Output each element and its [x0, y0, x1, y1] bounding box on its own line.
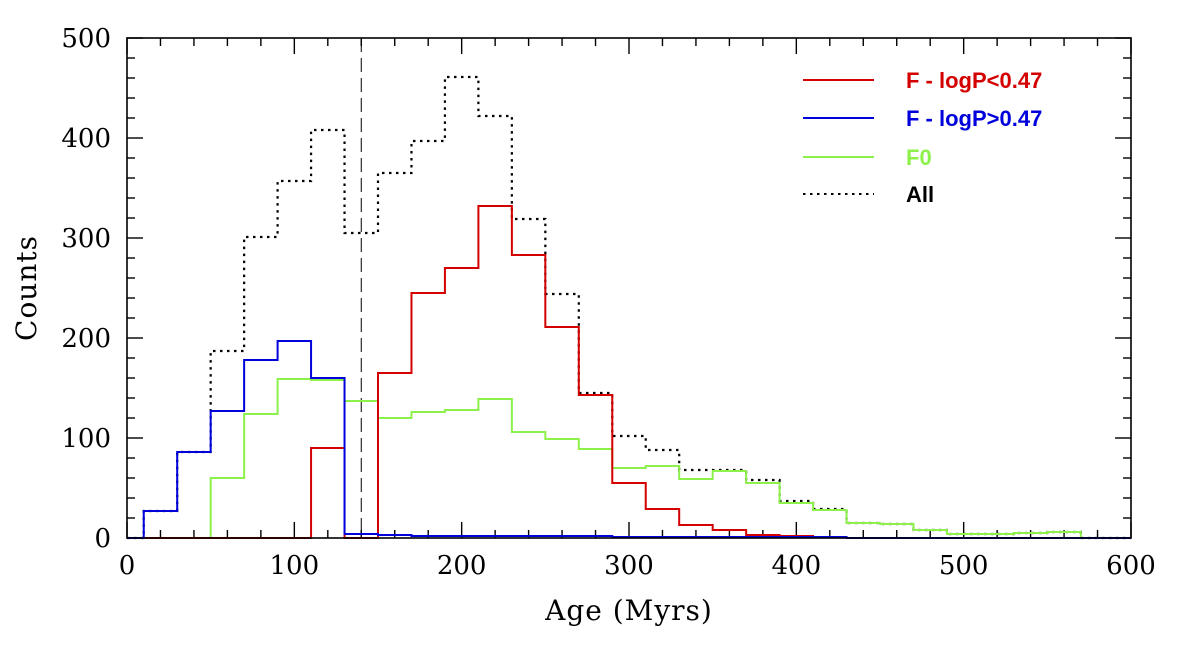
- series-line-f0: [127, 378, 1131, 539]
- y-tick-label: 100: [61, 424, 111, 454]
- x-axis-title: Age (Myrs): [544, 594, 713, 627]
- x-tick-label: 500: [939, 551, 989, 581]
- x-tick-label: 600: [1106, 551, 1156, 581]
- plot-frame: [126, 37, 1132, 539]
- y-tick-label: 500: [61, 24, 111, 54]
- legend-label: F - logP<0.47: [906, 68, 1042, 93]
- x-tick-label: 100: [270, 551, 320, 581]
- series-group: [127, 75, 1131, 540]
- y-tick-label: 300: [61, 224, 111, 254]
- axis-tick-labels: 0 100 200 300 400 500 600 0 100 200 300 400 500: [61, 24, 1155, 581]
- legend-label: F - logP>0.47: [906, 106, 1042, 131]
- y-tick-label: 200: [61, 324, 111, 354]
- x-tick-label: 400: [772, 551, 822, 581]
- y-tick-label: 0: [94, 524, 111, 554]
- y-tick-label: 400: [61, 124, 111, 154]
- legend: F - logP<0.47 F - logP>0.47 F0 All: [803, 68, 1042, 207]
- legend-label: All: [906, 182, 934, 207]
- x-tick-label: 300: [604, 551, 654, 581]
- legend-label: F0: [906, 145, 932, 170]
- y-axis-title: Counts: [10, 235, 43, 341]
- x-tick-label: 200: [437, 551, 487, 581]
- x-tick-label: 0: [119, 551, 136, 581]
- series-line-f-logp-0-47: [127, 340, 1131, 539]
- series-line-f-logp-0-47: [127, 205, 1131, 539]
